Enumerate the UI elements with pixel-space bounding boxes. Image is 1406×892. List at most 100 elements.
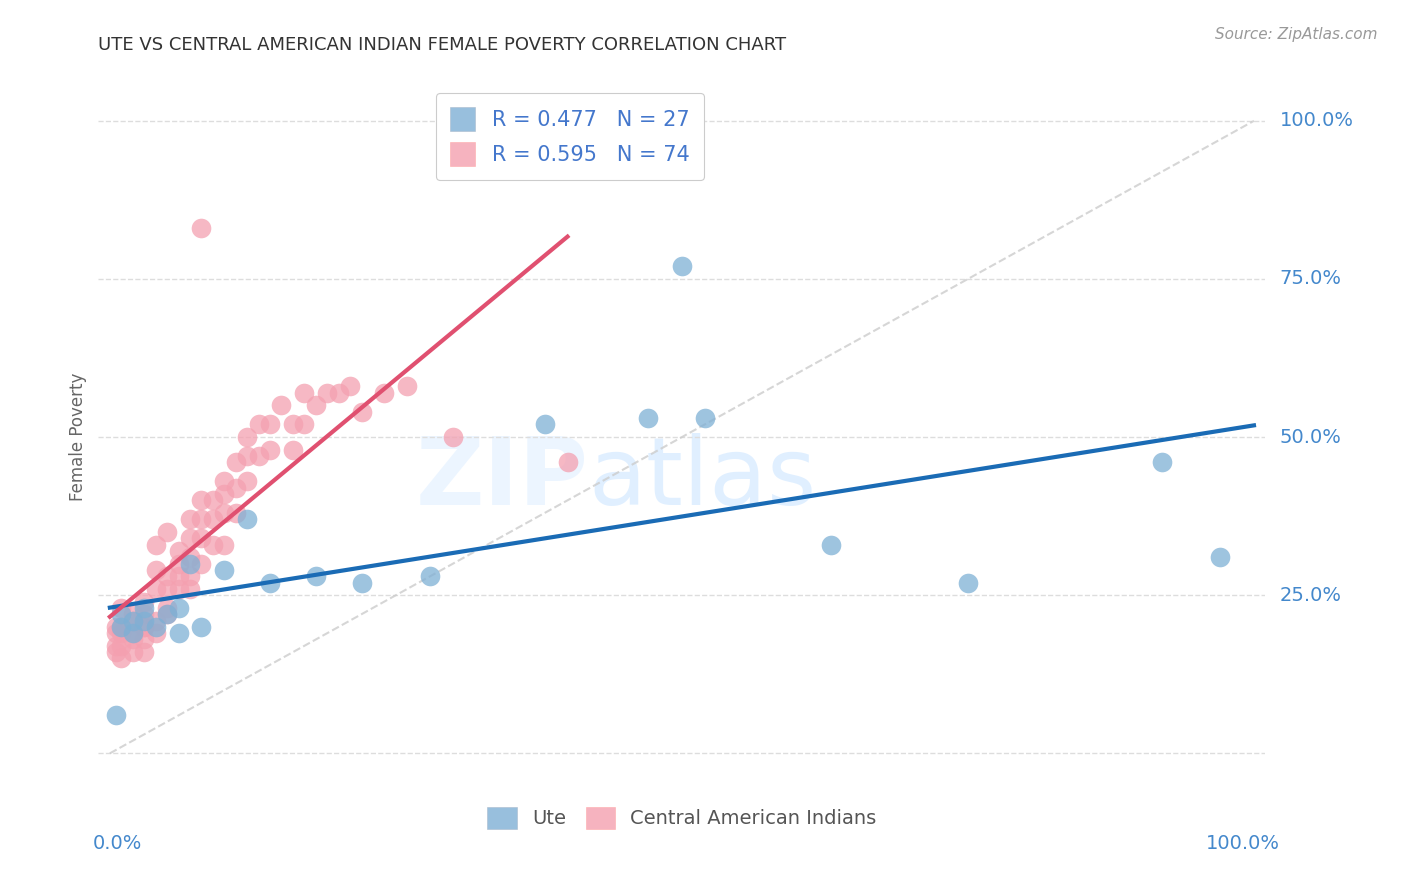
Point xyxy=(190,493,212,508)
Text: 0.0%: 0.0% xyxy=(93,834,142,853)
Point xyxy=(190,531,212,545)
Point xyxy=(190,620,212,634)
Point xyxy=(145,538,167,552)
Point xyxy=(693,411,716,425)
Text: 25.0%: 25.0% xyxy=(1279,586,1341,605)
Point xyxy=(145,582,167,596)
Point xyxy=(247,417,270,432)
Point xyxy=(270,399,292,413)
Point xyxy=(145,620,167,634)
Point xyxy=(236,449,259,463)
Point xyxy=(373,385,395,400)
Point xyxy=(121,632,143,647)
Point xyxy=(190,512,212,526)
Point xyxy=(110,651,132,665)
Point xyxy=(236,430,259,444)
Point xyxy=(134,614,156,628)
Point xyxy=(121,614,143,628)
Point xyxy=(557,455,579,469)
Text: 100.0%: 100.0% xyxy=(1205,834,1279,853)
Point xyxy=(225,481,247,495)
Legend: Ute, Central American Indians: Ute, Central American Indians xyxy=(472,791,891,845)
Point xyxy=(236,475,259,489)
Point xyxy=(134,620,156,634)
Point xyxy=(167,544,190,558)
Point xyxy=(350,405,373,419)
Point xyxy=(134,594,156,608)
Point xyxy=(328,385,350,400)
Point xyxy=(179,582,201,596)
Point xyxy=(637,411,659,425)
Point xyxy=(225,455,247,469)
Point xyxy=(316,385,339,400)
Y-axis label: Female Poverty: Female Poverty xyxy=(69,373,87,501)
Point xyxy=(179,531,201,545)
Point xyxy=(259,575,281,590)
Text: UTE VS CENTRAL AMERICAN INDIAN FEMALE POVERTY CORRELATION CHART: UTE VS CENTRAL AMERICAN INDIAN FEMALE PO… xyxy=(98,36,786,54)
Point xyxy=(305,569,328,583)
Point xyxy=(167,582,190,596)
Point xyxy=(1152,455,1174,469)
Point xyxy=(104,708,127,723)
Text: 100.0%: 100.0% xyxy=(1279,112,1354,130)
Point xyxy=(179,557,201,571)
Point xyxy=(121,645,143,659)
Point xyxy=(236,512,259,526)
Text: ZIP: ZIP xyxy=(416,433,589,524)
Point xyxy=(214,563,236,577)
Point xyxy=(156,569,179,583)
Point xyxy=(104,639,127,653)
Point xyxy=(201,538,224,552)
Point xyxy=(121,626,143,640)
Point xyxy=(671,260,693,274)
Point xyxy=(247,449,270,463)
Point xyxy=(110,620,132,634)
Point xyxy=(292,417,315,432)
Point xyxy=(121,607,143,622)
Point xyxy=(110,620,132,634)
Point xyxy=(167,569,190,583)
Point xyxy=(145,563,167,577)
Point xyxy=(145,614,167,628)
Point xyxy=(134,632,156,647)
Point xyxy=(305,399,328,413)
Point xyxy=(134,600,156,615)
Point xyxy=(214,538,236,552)
Point xyxy=(110,607,132,622)
Text: 50.0%: 50.0% xyxy=(1279,427,1341,447)
Point xyxy=(441,430,464,444)
Point xyxy=(820,538,842,552)
Point xyxy=(350,575,373,590)
Point xyxy=(167,626,190,640)
Point xyxy=(190,557,212,571)
Point xyxy=(104,645,127,659)
Text: Source: ZipAtlas.com: Source: ZipAtlas.com xyxy=(1215,27,1378,42)
Point xyxy=(225,506,247,520)
Point xyxy=(179,569,201,583)
Point xyxy=(396,379,419,393)
Point xyxy=(259,417,281,432)
Point xyxy=(190,221,212,235)
Point xyxy=(104,626,127,640)
Point xyxy=(1208,550,1230,565)
Point xyxy=(156,607,179,622)
Point xyxy=(121,614,143,628)
Point xyxy=(533,417,555,432)
Point xyxy=(134,607,156,622)
Point xyxy=(134,620,156,634)
Point xyxy=(167,600,190,615)
Point xyxy=(201,493,224,508)
Point xyxy=(179,550,201,565)
Point xyxy=(214,506,236,520)
Point xyxy=(110,626,132,640)
Point xyxy=(281,442,304,457)
Point xyxy=(156,524,179,539)
Point xyxy=(167,557,190,571)
Point xyxy=(259,442,281,457)
Point xyxy=(145,626,167,640)
Point xyxy=(156,600,179,615)
Point xyxy=(104,620,127,634)
Point xyxy=(179,512,201,526)
Point xyxy=(419,569,441,583)
Point xyxy=(110,600,132,615)
